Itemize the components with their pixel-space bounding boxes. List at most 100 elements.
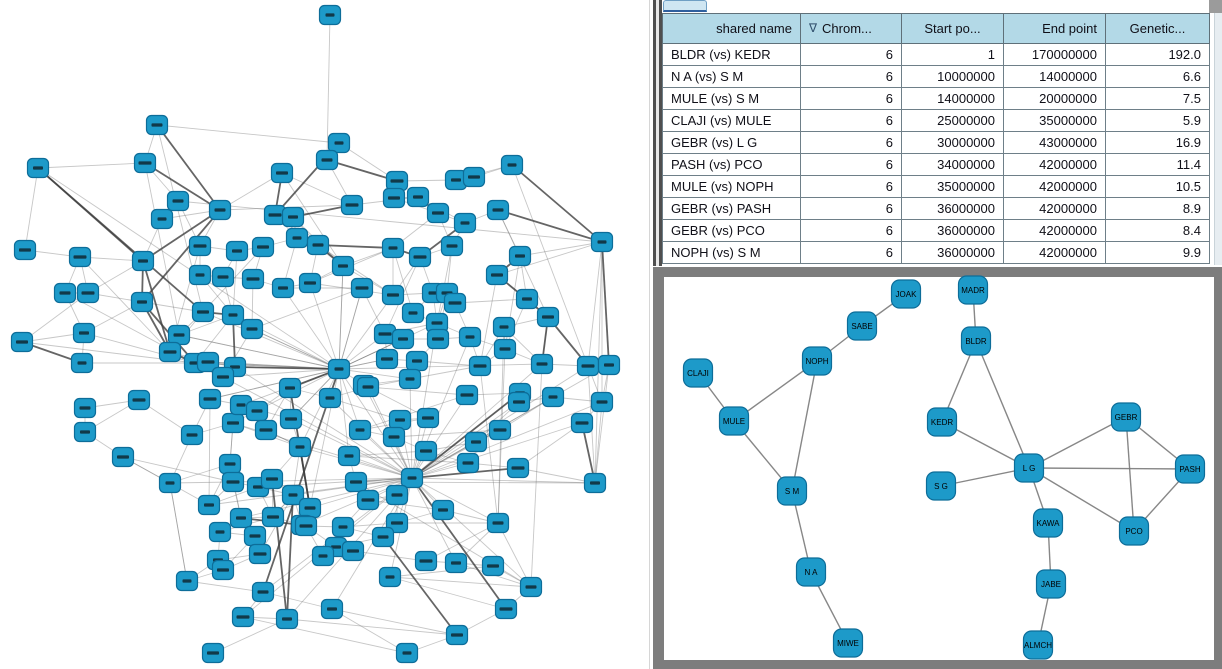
network-node[interactable]: [331, 255, 355, 277]
node-l-g[interactable]: L G: [1013, 453, 1045, 483]
network-node[interactable]: [485, 264, 509, 286]
network-node[interactable]: [68, 246, 92, 268]
network-node[interactable]: [508, 245, 532, 267]
cell-shared-name[interactable]: MULE (vs) NOPH: [662, 175, 801, 198]
node-almch[interactable]: ALMCH: [1022, 630, 1054, 660]
cell-value[interactable]: 36000000: [901, 197, 1004, 220]
network-node[interactable]: [373, 323, 397, 345]
network-node[interactable]: [481, 555, 505, 577]
node-gebr[interactable]: GEBR: [1110, 402, 1142, 432]
network-node[interactable]: [406, 186, 430, 208]
cell-value[interactable]: 6: [800, 241, 902, 264]
cell-value[interactable]: 10000000: [901, 65, 1004, 88]
cell-value[interactable]: 8.4: [1105, 219, 1210, 242]
node-miwe[interactable]: MIWE: [832, 628, 864, 658]
table-row[interactable]: MULE (vs) S M 6 14000000 20000000 7.5: [662, 87, 1210, 110]
cell-shared-name[interactable]: NOPH (vs) S M: [662, 241, 801, 264]
network-node[interactable]: [597, 354, 621, 376]
network-node[interactable]: [408, 246, 432, 268]
network-node[interactable]: [10, 331, 34, 353]
table-row[interactable]: BLDR (vs) KEDR 6 1 170000000 192.0: [662, 43, 1210, 66]
cell-shared-name[interactable]: N A (vs) S M: [662, 65, 801, 88]
network-node[interactable]: [166, 190, 190, 212]
network-node[interactable]: [53, 282, 77, 304]
network-node[interactable]: [221, 304, 245, 326]
network-node[interactable]: [431, 499, 455, 521]
network-node[interactable]: [245, 400, 269, 422]
cell-value[interactable]: 35000000: [901, 175, 1004, 198]
network-node[interactable]: [231, 606, 255, 628]
network-node[interactable]: [331, 516, 355, 538]
node-n-a[interactable]: N A: [795, 557, 827, 587]
network-node[interactable]: [208, 199, 232, 221]
node-s-m[interactable]: S M: [776, 476, 808, 506]
network-node[interactable]: [344, 471, 368, 493]
network-node[interactable]: [456, 452, 480, 474]
network-node[interactable]: [70, 352, 94, 374]
cell-value[interactable]: 6: [800, 109, 902, 132]
network-node[interactable]: [229, 507, 253, 529]
network-node[interactable]: [208, 521, 232, 543]
network-node[interactable]: [158, 472, 182, 494]
network-node[interactable]: [241, 268, 265, 290]
node-mule[interactable]: MULE: [718, 406, 750, 436]
network-node[interactable]: [468, 355, 492, 377]
table-row[interactable]: GEBR (vs) PCO 6 36000000 42000000 8.4: [662, 219, 1210, 242]
network-node[interactable]: [191, 301, 215, 323]
network-node[interactable]: [385, 484, 409, 506]
cell-value[interactable]: 42000000: [1003, 241, 1106, 264]
network-node[interactable]: [405, 350, 429, 372]
network-node[interactable]: [320, 598, 344, 620]
node-s-g[interactable]: S G: [925, 471, 957, 501]
network-node[interactable]: [536, 306, 560, 328]
network-node[interactable]: [382, 187, 406, 209]
network-node[interactable]: [590, 391, 614, 413]
network-node[interactable]: [356, 376, 380, 398]
table-scrollbar[interactable]: [1214, 13, 1222, 265]
cell-value[interactable]: 6: [800, 219, 902, 242]
cell-shared-name[interactable]: GEBR (vs) L G: [662, 131, 801, 154]
cell-value[interactable]: 6: [800, 197, 902, 220]
node-bldr[interactable]: BLDR: [960, 326, 992, 356]
cell-value[interactable]: 20000000: [1003, 87, 1106, 110]
network-node[interactable]: [281, 484, 305, 506]
network-node[interactable]: [281, 206, 305, 228]
network-node[interactable]: [298, 497, 322, 519]
network-node[interactable]: [306, 234, 330, 256]
network-node[interactable]: [541, 386, 565, 408]
node-pash[interactable]: PASH: [1174, 454, 1206, 484]
network-node[interactable]: [385, 170, 409, 192]
cell-value[interactable]: 6: [800, 131, 902, 154]
node-joak[interactable]: JOAK: [890, 279, 922, 309]
network-node[interactable]: [225, 240, 249, 262]
cell-value[interactable]: 42000000: [1003, 153, 1106, 176]
network-node[interactable]: [401, 302, 425, 324]
network-node[interactable]: [414, 550, 438, 572]
node-claji[interactable]: CLAJI: [682, 358, 714, 388]
filter-icon[interactable]: ∇: [809, 21, 818, 35]
network-node[interactable]: [278, 377, 302, 399]
network-node[interactable]: [426, 328, 450, 350]
node-kedr[interactable]: KEDR: [926, 407, 958, 437]
network-node[interactable]: [440, 235, 464, 257]
network-node[interactable]: [378, 566, 402, 588]
network-node[interactable]: [327, 132, 351, 154]
cell-shared-name[interactable]: GEBR (vs) PCO: [662, 219, 801, 242]
network-node[interactable]: [73, 421, 97, 443]
network-node[interactable]: [385, 512, 409, 534]
network-node[interactable]: [221, 471, 245, 493]
network-node[interactable]: [416, 407, 440, 429]
node-kawa[interactable]: KAWA: [1032, 508, 1064, 538]
cell-value[interactable]: 25000000: [901, 109, 1004, 132]
cell-shared-name[interactable]: BLDR (vs) KEDR: [662, 43, 801, 66]
network-node[interactable]: [158, 341, 182, 363]
network-node[interactable]: [583, 472, 607, 494]
network-node[interactable]: [26, 157, 50, 179]
cell-value[interactable]: 7.5: [1105, 87, 1210, 110]
network-node[interactable]: [444, 552, 468, 574]
cell-value[interactable]: 14000000: [901, 87, 1004, 110]
network-node[interactable]: [486, 199, 510, 221]
network-node[interactable]: [311, 545, 335, 567]
network-node[interactable]: [251, 581, 275, 603]
cell-value[interactable]: 6: [800, 87, 902, 110]
